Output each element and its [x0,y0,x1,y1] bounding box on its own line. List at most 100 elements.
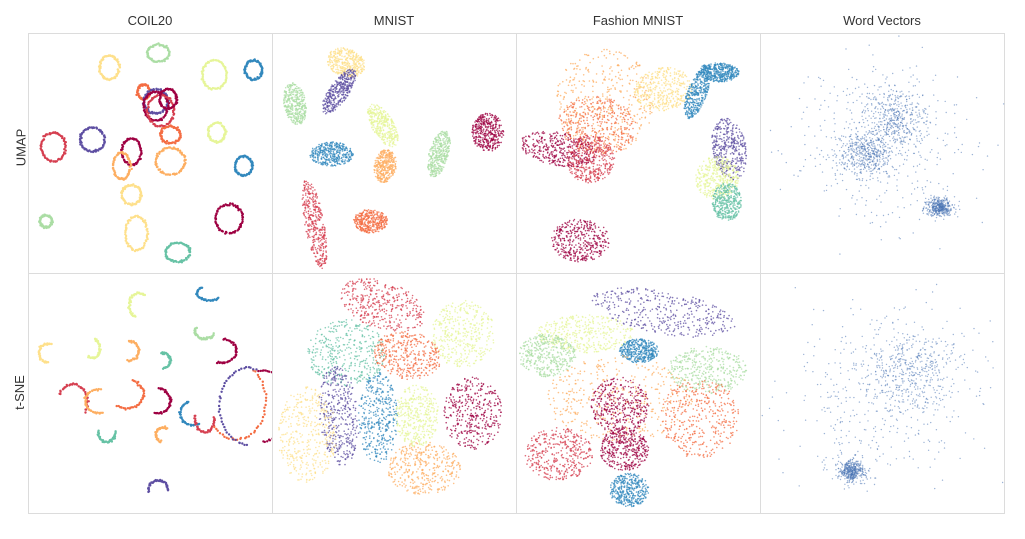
point [384,136,387,138]
point [301,108,303,111]
point [312,246,314,249]
point [496,128,499,130]
point [346,89,349,92]
point [376,111,378,113]
point [386,119,388,122]
point [236,171,239,174]
point [343,75,346,78]
point [241,218,244,221]
point [434,173,436,176]
point [310,198,313,200]
point [318,218,320,221]
point [379,176,381,178]
point [289,107,292,110]
point [297,114,299,117]
point [487,119,490,121]
point [373,126,375,128]
point [432,147,434,149]
point [307,192,309,195]
point [432,175,435,178]
point [442,138,444,140]
point [92,126,96,129]
point [102,58,105,61]
point [388,115,391,118]
point [322,262,324,265]
point [378,171,380,174]
point [385,151,388,154]
point [290,92,293,94]
point [382,115,385,118]
point [377,128,379,130]
point [480,133,482,135]
point [333,158,336,161]
point [318,215,321,218]
point [443,143,445,146]
point [430,174,433,176]
point [437,141,439,144]
point [324,262,327,264]
point [91,150,95,154]
point [377,175,379,177]
point [300,98,303,100]
point [443,135,446,137]
point [141,217,144,221]
point [326,154,329,157]
point [162,149,165,152]
point [481,126,483,128]
point [434,138,437,141]
point [295,100,298,102]
point [332,99,334,102]
point [495,136,498,138]
point [319,246,321,248]
point [384,121,386,124]
point [130,183,133,187]
point [329,52,332,55]
point [391,125,393,127]
point [393,161,395,163]
point [303,94,305,97]
point [328,105,331,107]
point [499,135,501,137]
point [113,156,117,159]
point [341,160,343,163]
point [307,181,309,184]
point [355,63,358,65]
point [382,129,385,132]
cluster-1 [326,47,366,79]
point [127,158,130,161]
point [355,64,357,67]
point [394,130,397,132]
point [294,84,297,86]
cluster-1 [97,54,122,82]
point [318,154,320,157]
point [344,162,346,164]
point [335,68,337,71]
point [312,193,315,195]
point [374,166,377,168]
point [342,143,344,145]
point [295,97,298,99]
point [488,132,490,134]
point [486,114,489,116]
point [299,89,301,92]
point [305,220,308,223]
point [318,143,320,146]
point [495,129,498,131]
point [298,107,300,110]
point [391,145,394,148]
point [332,103,334,106]
point [317,247,319,250]
point [330,65,332,68]
point [384,143,387,145]
point [437,166,440,169]
point [333,94,335,96]
point [394,167,397,169]
point [379,111,381,114]
point [305,180,308,183]
point [317,215,320,217]
point [328,110,331,113]
point [389,135,392,137]
point [304,107,307,109]
point [325,94,327,96]
point [435,165,437,168]
